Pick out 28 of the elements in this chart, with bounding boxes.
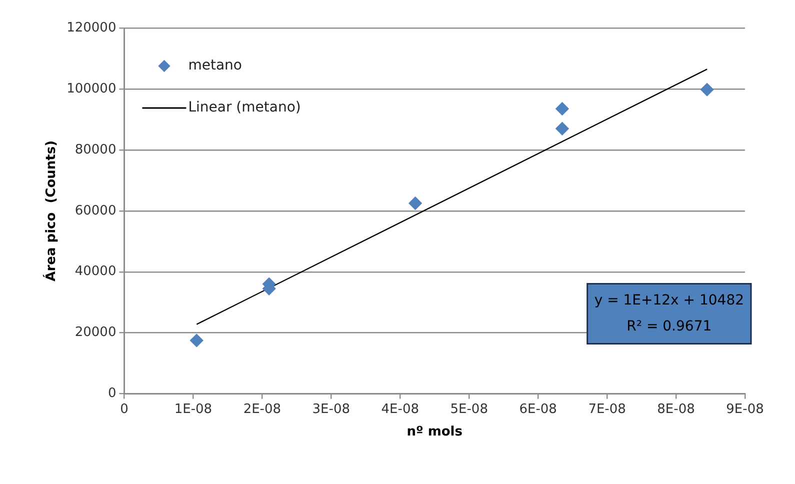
point	[190, 334, 204, 348]
point	[408, 196, 422, 210]
y-tick-label: 100000	[66, 81, 116, 96]
x-tick-label: 1E-08	[174, 402, 212, 417]
y-axis-title: Área pico (Counts)	[42, 140, 60, 282]
y-tick-label: 0	[108, 386, 116, 402]
point	[556, 102, 569, 116]
x-axis-title: nº mols	[406, 424, 463, 440]
y-tick-label: 20000	[74, 325, 116, 340]
y-tick-label: 40000	[74, 264, 116, 280]
y-tick-label: 60000	[74, 203, 116, 218]
x-tick-label: 8E-08	[657, 402, 695, 417]
x-tick-label: 7E-08	[588, 402, 626, 417]
point	[556, 122, 569, 136]
x-tick-label: 5E-08	[450, 402, 488, 417]
legend-label: Linear (metano)	[188, 100, 301, 116]
y-tick-label: 80000	[74, 142, 116, 158]
point	[700, 82, 714, 96]
x-tick-label: 9E-08	[726, 402, 764, 417]
annotation: y = 1E+12x + 10482	[594, 292, 744, 308]
x-tick-label: 2E-08	[243, 402, 282, 417]
x-tick-label: 0	[120, 402, 128, 417]
annotation: R² = 0.9671	[626, 318, 712, 334]
y-tick-label: 120000	[66, 20, 116, 36]
x-tick-label: 4E-08	[381, 402, 419, 417]
x-tick-label: 3E-08	[312, 402, 350, 417]
legend-label: metano	[188, 58, 242, 74]
x-tick-label: 6E-08	[519, 402, 557, 417]
